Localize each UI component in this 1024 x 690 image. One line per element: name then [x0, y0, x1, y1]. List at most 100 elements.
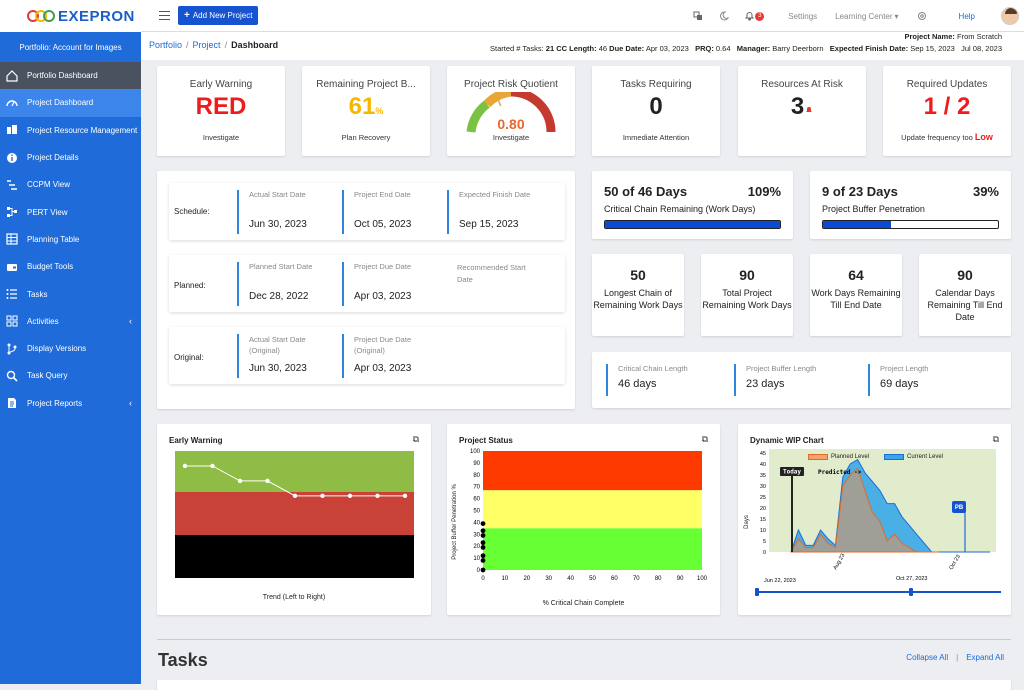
status-point: [480, 558, 486, 563]
project-status-chart-card: Project Status ⧉ 0 10 20 30 40 50 60 70 80 90 100 0…: [447, 424, 720, 615]
kpi-subtitle: Immediate Attention: [622, 133, 690, 142]
kpi-title: Required Updates: [906, 79, 988, 90]
sidebar-item-label: PERT View: [27, 207, 68, 217]
kpi-tasks-requiring: Tasks Requiring 0 Immediate Attention: [592, 66, 720, 156]
kpi-remaining-project-buffer: Remaining Project B... 61% Plan Recovery: [302, 66, 430, 156]
lengths-card: Critical Chain Length 46 days Project Buf…: [592, 352, 1011, 408]
y-tick-label: 70: [473, 485, 480, 491]
slider-handle-start[interactable]: [755, 588, 759, 596]
legend-planned: Planned Level: [808, 454, 869, 460]
date-row-label: Schedule:: [174, 207, 210, 216]
pb-label-bg: [952, 501, 966, 513]
buffer-penetration-card: 9 of 23 Days 39% Project Buffer Penetrat…: [810, 171, 1011, 239]
notification-badge: 3: [755, 11, 765, 21]
sidebar-item-task-query[interactable]: Task Query: [0, 362, 141, 389]
notifications-button[interactable]: 3: [745, 11, 765, 21]
expand-icon[interactable]: ⧉: [412, 434, 419, 444]
sidebar-item-project-dashboard[interactable]: Project Dashboard: [0, 89, 141, 117]
y-tick-label: 20: [473, 544, 480, 550]
table-icon: [6, 233, 18, 246]
date-value: Sep 15, 2023: [459, 219, 519, 230]
breadcrumb-separator: /: [224, 40, 228, 50]
date-header: Planned Start Date: [249, 262, 313, 271]
sidebar-item-ccpm-view[interactable]: CCPM View: [0, 171, 141, 198]
add-new-project-button[interactable]: + Add New Project: [178, 6, 259, 25]
schedule-dates: Schedule: Actual Start Date Jun 30, 2023 …: [169, 183, 565, 240]
status-point: [480, 528, 486, 534]
info-icon: [6, 152, 18, 164]
date-value: Jun 30, 2023: [249, 363, 307, 374]
sidebar-item-budget-tools[interactable]: Budget Tools: [0, 253, 141, 280]
chain-subtitle: Critical Chain Remaining (Work Days): [604, 204, 756, 214]
brand-name: EXEPRON: [58, 7, 135, 25]
stat-longest-chain: 50 Longest Chain of Remaining Work Days: [592, 254, 684, 336]
brand-logo[interactable]: EXEPRON: [0, 0, 141, 32]
date-header: Recommended Start Date: [457, 263, 526, 284]
chevron-down-icon: ▾: [894, 11, 899, 21]
tasks-panel: [157, 680, 1011, 690]
collapse-all-link[interactable]: Collapse All: [906, 653, 949, 662]
kpi-title: Remaining Project B...: [316, 79, 416, 90]
date-header: Project Due Date: [354, 262, 412, 271]
translate-icon[interactable]: [693, 11, 703, 21]
sidebar-item-project-reports[interactable]: Project Reports ‹: [0, 390, 141, 417]
sidebar-item-project-resource-management[interactable]: Project Resource Management: [0, 117, 141, 144]
kpi-resources-at-risk: Resources At Risk 3: [738, 66, 866, 156]
sidebar-item-project-details[interactable]: Project Details: [0, 144, 141, 171]
sidebar-item-label: Task Query: [27, 371, 68, 381]
x-tick-label: 50: [589, 576, 596, 582]
timeline-slider[interactable]: [756, 591, 1001, 593]
sidebar-item-planning-table[interactable]: Planning Table: [0, 226, 141, 253]
settings-link[interactable]: Settings: [788, 11, 818, 21]
avatar[interactable]: [1001, 7, 1019, 25]
dark-mode-icon[interactable]: [719, 11, 730, 21]
y-tick-label: 80: [473, 473, 480, 479]
stat-total-remaining: 90 Total Project Remaining Work Days: [701, 254, 793, 336]
date-value: Dec 28, 2022: [249, 291, 309, 302]
status-point: [480, 521, 486, 526]
chevron-left-icon: ‹: [129, 316, 132, 327]
sidebar-item-display-versions[interactable]: Display Versions: [0, 335, 141, 362]
breadcrumb-project[interactable]: Project: [192, 40, 221, 50]
expand-all-link[interactable]: Expand All: [966, 653, 1004, 662]
bell-icon: [745, 12, 755, 21]
sidebar-item-activities[interactable]: Activities ‹: [0, 308, 141, 335]
learning-center-dropdown[interactable]: Learning Center ▾: [835, 12, 898, 21]
slider-handle-end[interactable]: [909, 588, 913, 596]
chain-percent: 109%: [747, 184, 781, 199]
support-icon[interactable]: [917, 11, 927, 21]
risk-gauge: [466, 92, 556, 133]
breadcrumb-portfolio[interactable]: Portfolio: [149, 40, 183, 50]
breadcrumb-current: Dashboard: [231, 40, 279, 50]
date-value: Apr 03, 2023: [354, 363, 412, 374]
versions-icon: [6, 343, 18, 355]
menu-icon[interactable]: [159, 8, 170, 23]
y-tick-label: 30: [760, 484, 766, 490]
sidebar-item-portfolio-dashboard[interactable]: Portfolio Dashboard: [0, 62, 141, 90]
x-tick-label: Oct 27, 2023: [896, 576, 928, 582]
portfolio-title[interactable]: Portfolio: Account for Images: [0, 32, 141, 62]
topbar: + Add New Project 3 Settings Learning Cen…: [141, 0, 1024, 32]
y-tick-label: 45: [760, 451, 766, 457]
original-dates: Original: Actual Start Date (Original) Ju…: [169, 327, 565, 384]
dates-panel: Schedule: Actual Start Date Jun 30, 2023 …: [157, 171, 575, 409]
help-link[interactable]: Help: [958, 11, 975, 21]
tasks-title: Tasks: [158, 650, 208, 670]
expand-icon[interactable]: ⧉: [701, 434, 708, 444]
x-tick-label: 20: [523, 576, 530, 582]
budget-icon: [6, 261, 18, 273]
sidebar-item-label: Project Dashboard: [27, 98, 94, 108]
x-tick-label: Aug 23: [833, 553, 847, 571]
early-warning-chart: [175, 451, 414, 578]
y-axis-label: Days: [743, 515, 750, 529]
trend-point: [265, 478, 270, 484]
tasks-actions: Collapse All | Expand All: [898, 653, 1004, 662]
chart-title: Dynamic WIP Chart: [750, 436, 824, 445]
sidebar-item-tasks[interactable]: Tasks: [0, 280, 141, 307]
date-header: Actual Start Date (Original): [249, 335, 306, 355]
expand-icon[interactable]: ⧉: [992, 434, 999, 444]
status-point: [480, 553, 486, 559]
sidebar-item-pert-view[interactable]: PERT View: [0, 198, 141, 225]
date-value: Apr 03, 2023: [354, 291, 412, 302]
kpi-title: Resources At Risk: [761, 79, 843, 90]
